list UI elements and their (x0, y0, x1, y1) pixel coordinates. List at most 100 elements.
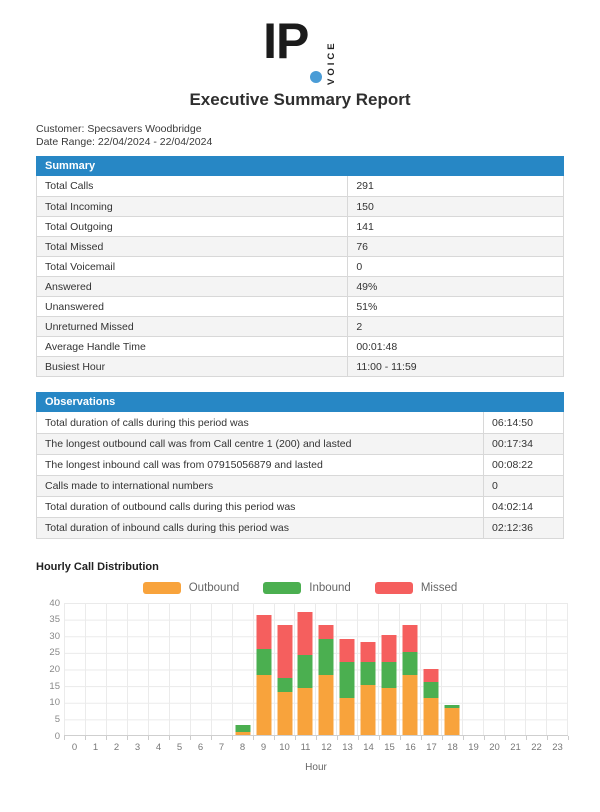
report-meta: Customer: Specsavers Woodbridge Date Ran… (36, 123, 564, 149)
chart-column-19 (462, 603, 483, 735)
chart-column-6 (189, 603, 211, 735)
bar-segment-outbound (256, 675, 272, 735)
bar-segment-inbound (297, 655, 313, 689)
row-label: Total duration of inbound calls during t… (45, 522, 289, 534)
x-axis-label: 8 (239, 742, 246, 753)
x-axis-label: 0 (71, 742, 78, 753)
x-axis-label: 9 (260, 742, 267, 753)
x-axis-label: 14 (363, 742, 374, 753)
stacked-bar-hour-12 (318, 625, 334, 735)
bar-segment-inbound (402, 651, 418, 676)
row-label: The longest outbound call was from Call … (45, 438, 352, 450)
row-label: Unanswered (45, 300, 104, 313)
observations-header: Observations (36, 392, 564, 412)
legend-label: Missed (420, 582, 458, 594)
x-axis-label: 7 (218, 742, 225, 753)
x-axis-label: 10 (279, 742, 290, 753)
stacked-bar-hour-8 (235, 725, 251, 735)
report-page: IP VOICE Executive Summary Report Custom… (36, 16, 569, 779)
table-row: Total duration of inbound calls during t… (37, 517, 563, 538)
chart-column-9 (252, 603, 274, 735)
bar-segment-outbound (277, 691, 292, 735)
bar-segment-missed (360, 641, 376, 662)
bar-segment-outbound (235, 731, 251, 735)
legend-item-missed: Missed (374, 582, 458, 594)
stacked-bar-hour-17 (423, 668, 439, 735)
stacked-bar-hour-16 (402, 625, 418, 735)
bar-segment-inbound (256, 648, 272, 676)
row-label: Total Incoming (45, 200, 113, 213)
legend-label: Inbound (309, 582, 351, 594)
chart-column-18 (441, 603, 462, 735)
legend-swatch-icon (374, 582, 413, 594)
x-axis-label: 4 (155, 742, 162, 753)
bar-segment-outbound (297, 688, 313, 735)
bar-segment-outbound (423, 698, 439, 735)
legend-swatch-icon (142, 582, 181, 594)
y-axis-label: 10 (49, 697, 60, 709)
x-axis-label: 20 (489, 742, 500, 753)
bar-segment-outbound (318, 675, 334, 735)
x-axis-label: 2 (113, 742, 120, 753)
x-axis-label: 15 (384, 742, 395, 753)
bar-segment-outbound (360, 685, 376, 735)
bar-segment-inbound (318, 638, 334, 676)
row-label: The longest inbound call was from 079150… (45, 459, 323, 471)
row-label: Total duration of calls during this peri… (45, 416, 249, 429)
row-value: 51% (347, 297, 563, 316)
chart-plot (64, 603, 568, 736)
chart-column-21 (504, 603, 525, 735)
table-row: Total duration of calls during this peri… (37, 412, 563, 433)
stacked-bar-hour-11 (297, 611, 313, 735)
y-axis-label: 15 (49, 680, 60, 692)
x-axis-label: 22 (531, 742, 542, 753)
row-value: 02:12:36 (483, 518, 563, 538)
table-row: Total Missed 76 (37, 236, 563, 256)
hourly-call-distribution-chart: Hourly Call Distribution Outbound Inbound… (36, 561, 569, 779)
bar-segment-missed (339, 638, 355, 662)
summary-table: Total Calls 291 Total Incoming 150 Total Out… (36, 176, 564, 377)
x-axis-title: Hour (305, 762, 327, 773)
row-label: Busiest Hour (45, 360, 106, 373)
y-axis-label: 0 (54, 730, 60, 742)
row-value: 0 (483, 476, 563, 496)
chart-column-17 (420, 603, 441, 735)
logo-dot-icon (310, 71, 323, 83)
chart-column-22 (524, 603, 546, 735)
table-row: The longest inbound call was from 079150… (37, 454, 563, 475)
table-row: Answered 49% (37, 276, 563, 296)
row-value: 76 (347, 237, 563, 256)
row-value: 00:08:22 (483, 455, 563, 475)
row-value: 291 (347, 176, 563, 196)
chart-column-8 (231, 603, 253, 735)
customer-line: Customer: Specsavers Woodbridge (36, 123, 202, 135)
legend-label: Outbound (188, 582, 240, 594)
table-row: Busiest Hour 11:00 - 11:59 (37, 356, 563, 376)
row-label: Total Voicemail (45, 260, 116, 273)
chart-column-12 (315, 603, 336, 735)
bar-segment-outbound (339, 698, 355, 735)
x-axis-label: 13 (342, 742, 353, 753)
x-axis-label: 18 (447, 742, 458, 753)
x-axis-label: 11 (300, 742, 311, 753)
chart-column-11 (294, 603, 315, 735)
y-axis-label: 30 (49, 630, 60, 642)
row-value: 04:02:14 (483, 497, 563, 517)
row-value: 2 (347, 317, 563, 336)
chart-column-4 (147, 603, 169, 735)
row-label: Total Outgoing (45, 220, 113, 233)
y-axis-label: 35 (49, 614, 60, 626)
x-axis-ticks (64, 736, 569, 740)
row-label: Unreturned Missed (45, 320, 134, 333)
stacked-bar-hour-14 (360, 641, 376, 735)
row-value: 06:14:50 (483, 412, 563, 433)
chart-title: Hourly Call Distribution (36, 561, 159, 573)
summary-section: Summary Total Calls 291 Total Incoming 150 T… (36, 156, 564, 377)
bar-segment-outbound (444, 708, 460, 735)
chart-column-20 (483, 603, 504, 735)
summary-header: Summary (36, 156, 564, 176)
date-range-line: Date Range: 22/04/2024 - 22/04/2024 (36, 136, 213, 148)
bar-segment-inbound (277, 678, 292, 692)
page-title: Executive Summary Report (189, 90, 411, 109)
row-label: Average Handle Time (45, 340, 146, 353)
